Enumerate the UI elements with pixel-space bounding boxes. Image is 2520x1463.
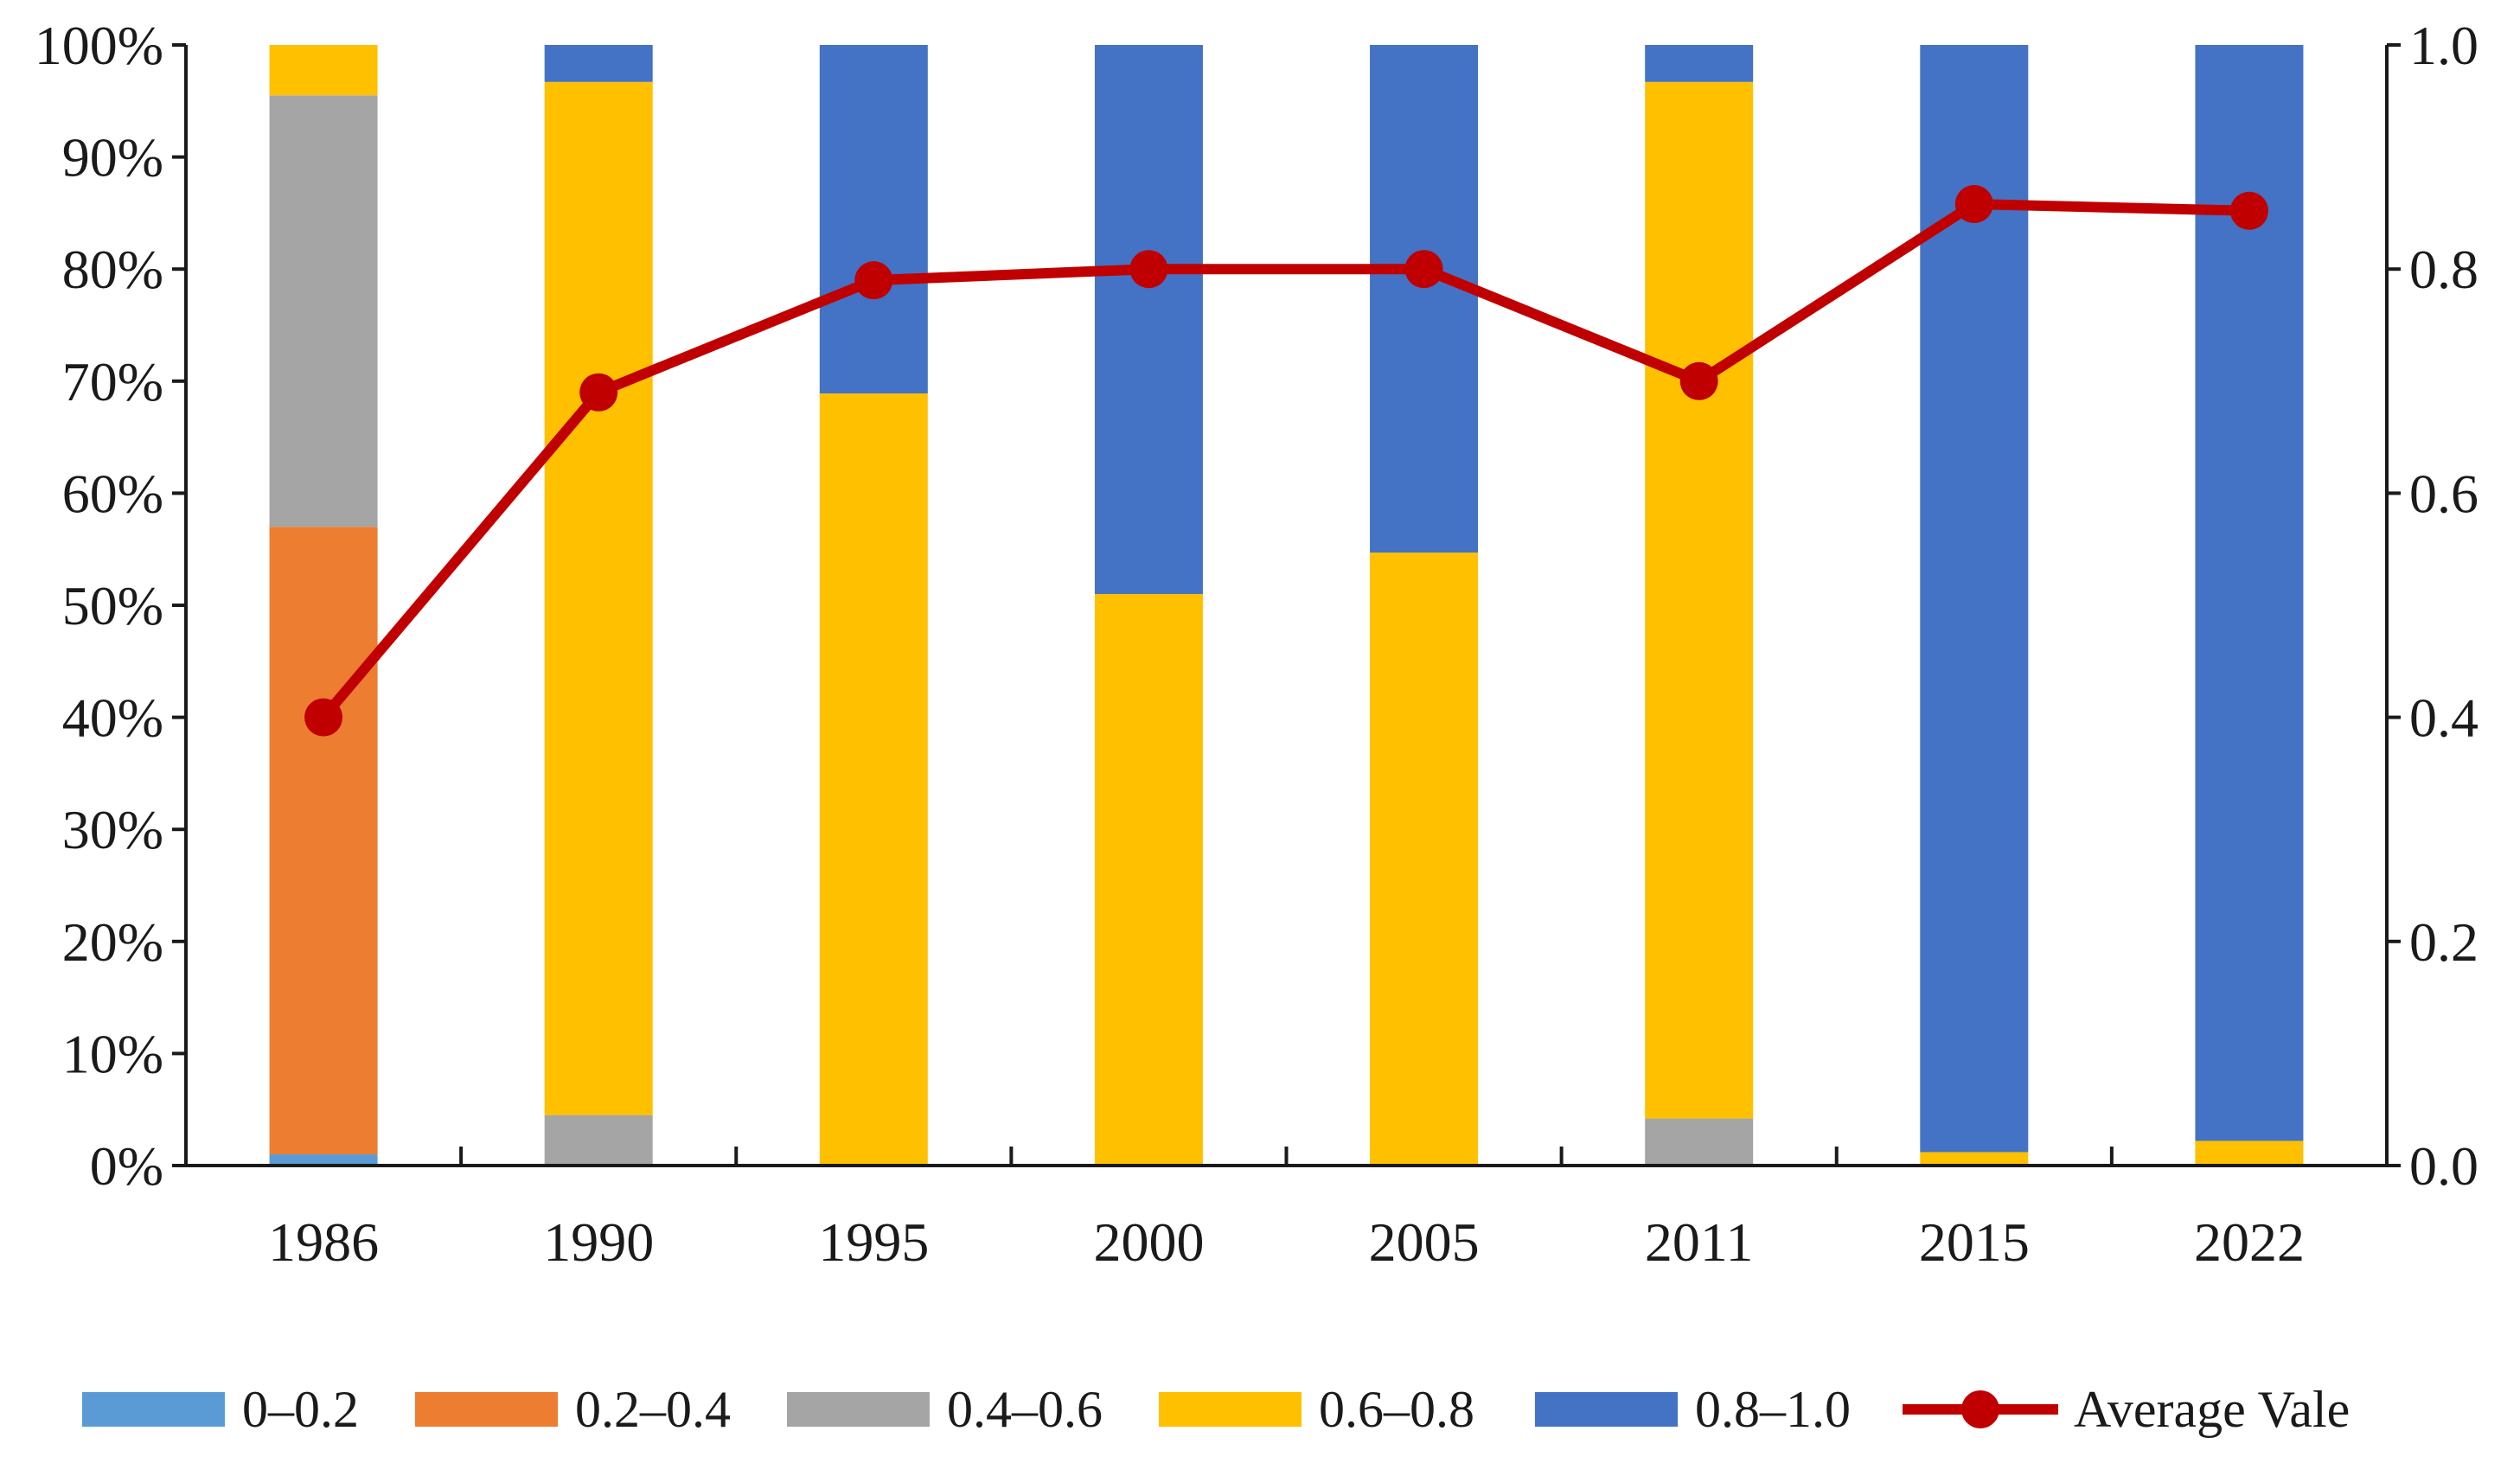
- left-tick-label: 60%: [62, 463, 163, 524]
- right-tick-label: 0.2: [2409, 911, 2478, 973]
- bar-segment-2015-series-3: [1920, 1152, 2029, 1166]
- average-point-1986: [304, 698, 343, 737]
- average-point-2015: [1954, 185, 1993, 224]
- bar-segment-2000-series-3: [1094, 594, 1203, 1166]
- right-tick-label: 1.0: [2409, 15, 2478, 76]
- x-tick-label-2022: 2022: [2194, 1211, 2305, 1273]
- x-tick-label-2011: 2011: [1645, 1211, 1754, 1273]
- left-tick-label: 10%: [62, 1023, 163, 1084]
- x-tick-label-2000: 2000: [1093, 1211, 1204, 1273]
- bar-segment-1995-series-4: [819, 45, 928, 394]
- legend-label: 0.2–0.4: [575, 1381, 731, 1438]
- bars-layer: [269, 45, 2304, 1166]
- bar-segment-1986-series-1: [269, 527, 378, 1155]
- legend-item-4: 0.8–1.0: [1535, 1381, 1851, 1438]
- average-line-layer: [304, 185, 2268, 737]
- bar-segment-1990-series-3: [544, 81, 653, 1115]
- average-point-1995: [854, 261, 893, 300]
- legend-label: 0–0.2: [242, 1381, 359, 1438]
- average-point-2000: [1129, 250, 1168, 289]
- legend-marker: [1961, 1390, 1999, 1428]
- average-line: [319, 199, 2250, 721]
- x-tick-label-1990: 1990: [543, 1211, 654, 1273]
- legend-label: Average Vale: [2074, 1381, 2350, 1438]
- legend-label: 0.6–0.8: [1319, 1381, 1474, 1438]
- x-tick-label-1986: 1986: [268, 1211, 379, 1273]
- legend-item-2: 0.4–0.6: [787, 1381, 1103, 1438]
- legend: 0–0.2 0.2–0.4 0.4–0.6 0.6–0.8 0.8–1.0 Average…: [82, 1381, 2350, 1438]
- bar-segment-2000-series-4: [1094, 45, 1203, 595]
- legend-swatch: [82, 1392, 225, 1427]
- right-tick-label: 0.6: [2409, 463, 2478, 524]
- left-tick-label: 50%: [62, 575, 163, 636]
- axes-layer: 0% 10% 20% 30% 40% 50% 60% 70% 80% 90% 100% 0.0 0.2 0…: [35, 15, 2478, 1273]
- bar-segment-1986-series-3: [269, 45, 378, 96]
- bar-segment-2011-series-3: [1645, 81, 1754, 1119]
- left-tick-label: 90%: [62, 127, 163, 188]
- x-tick-label-2005: 2005: [1369, 1211, 1480, 1273]
- x-tick-label-2015: 2015: [1919, 1211, 2030, 1273]
- legend-swatch: [1535, 1392, 1678, 1427]
- left-tick-label: 70%: [62, 351, 163, 412]
- right-tick-label: 0.4: [2409, 687, 2478, 749]
- legend-item-5: Average Vale: [1903, 1381, 2350, 1438]
- bar-segment-2011-series-4: [1645, 45, 1754, 82]
- bar-segment-2005-series-4: [1370, 45, 1479, 553]
- legend-label: 0.8–1.0: [1695, 1381, 1851, 1438]
- legend-label: 0.4–0.6: [947, 1381, 1103, 1438]
- bar-segment-2005-series-3: [1370, 553, 1479, 1166]
- bar-segment-2022-series-3: [2195, 1140, 2304, 1166]
- left-tick-label: 80%: [62, 239, 163, 300]
- bar-segment-1986-series-0: [269, 1154, 378, 1166]
- legend-item-0: 0–0.2: [82, 1381, 359, 1438]
- left-tick-label: 20%: [62, 911, 163, 973]
- average-point-2011: [1679, 361, 1718, 400]
- left-tick-label: 40%: [62, 687, 163, 749]
- average-point-2022: [2229, 191, 2268, 230]
- left-tick-label: 30%: [62, 799, 163, 860]
- legend-swatch: [787, 1392, 930, 1427]
- right-tick-label: 0.0: [2409, 1135, 2478, 1197]
- legend-swatch: [1159, 1392, 1302, 1427]
- bar-segment-1990-series-2: [544, 1115, 653, 1166]
- legend-swatch: [415, 1392, 558, 1427]
- bar-segment-2011-series-2: [1645, 1118, 1754, 1166]
- bar-segment-1995-series-3: [819, 393, 928, 1166]
- right-tick-label: 0.8: [2409, 239, 2478, 300]
- bar-segment-1990-series-4: [544, 45, 653, 82]
- left-tick-label: 0%: [90, 1135, 163, 1197]
- average-point-2005: [1404, 250, 1443, 289]
- legend-item-3: 0.6–0.8: [1159, 1381, 1474, 1438]
- average-point-1990: [579, 373, 618, 412]
- x-tick-label-1995: 1995: [818, 1211, 929, 1273]
- left-tick-label: 100%: [35, 15, 163, 76]
- legend-item-1: 0.2–0.4: [415, 1381, 731, 1438]
- bar-segment-1986-series-2: [269, 95, 378, 527]
